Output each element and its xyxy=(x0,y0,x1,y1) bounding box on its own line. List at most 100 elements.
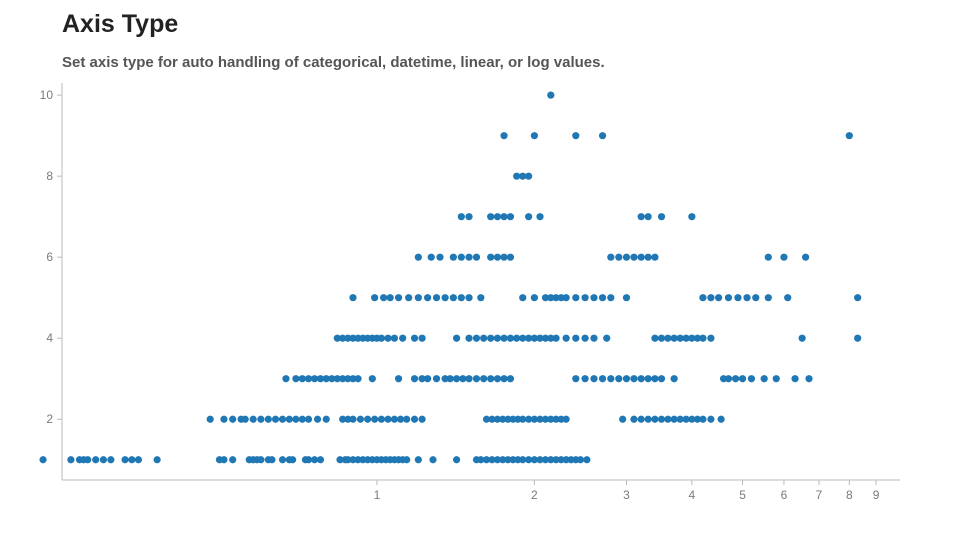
data-point xyxy=(457,294,465,302)
data-point xyxy=(322,415,330,423)
data-point xyxy=(581,334,589,342)
data-point xyxy=(384,415,392,423)
data-point xyxy=(805,375,813,383)
data-point xyxy=(289,456,297,464)
data-point xyxy=(557,456,565,464)
data-point xyxy=(268,456,276,464)
data-point xyxy=(487,253,495,261)
data-point xyxy=(607,294,615,302)
data-point xyxy=(410,375,419,383)
data-point xyxy=(547,294,555,302)
data-point xyxy=(354,375,362,383)
data-point xyxy=(414,294,422,302)
data-point xyxy=(500,132,508,140)
x-tick-label: 9 xyxy=(873,488,880,502)
data-point xyxy=(572,334,580,342)
data-point xyxy=(699,294,707,302)
data-point xyxy=(99,456,108,464)
data-point xyxy=(707,294,715,302)
data-point xyxy=(572,375,580,383)
data-point xyxy=(121,456,129,464)
data-point xyxy=(371,294,379,302)
data-point xyxy=(500,375,508,383)
data-point xyxy=(292,375,300,383)
data-point xyxy=(500,213,508,221)
data-point xyxy=(390,334,399,342)
data-point xyxy=(465,334,473,342)
data-point xyxy=(590,334,598,342)
x-tick-label: 8 xyxy=(846,488,853,502)
data-point xyxy=(394,294,403,302)
data-point xyxy=(368,375,376,383)
data-point xyxy=(715,294,723,302)
x-tick-label: 4 xyxy=(689,488,696,502)
data-point xyxy=(304,375,313,383)
data-point xyxy=(670,334,678,342)
data-point xyxy=(271,415,280,423)
data-point xyxy=(519,294,527,302)
data-point xyxy=(328,375,336,383)
data-point xyxy=(670,415,678,423)
x-tick-label: 7 xyxy=(816,488,823,502)
data-point xyxy=(92,456,100,464)
data-point xyxy=(664,334,672,342)
x-tick-label: 1 xyxy=(374,488,381,502)
page-subtitle: Set axis type for auto handling of categ… xyxy=(62,54,605,71)
data-point xyxy=(399,334,407,342)
x-tick-label: 5 xyxy=(739,488,746,502)
data-point xyxy=(229,456,237,464)
data-point xyxy=(630,415,638,423)
data-point xyxy=(657,334,666,342)
data-point xyxy=(854,334,862,342)
data-point xyxy=(427,253,435,261)
data-point xyxy=(513,334,521,342)
data-point xyxy=(615,253,623,261)
data-point xyxy=(333,375,341,383)
data-point xyxy=(664,415,672,423)
data-point xyxy=(764,294,772,302)
data-point xyxy=(153,456,161,464)
data-point xyxy=(452,334,461,342)
data-point xyxy=(519,172,527,180)
data-point xyxy=(670,375,678,383)
data-point xyxy=(552,456,560,464)
data-point xyxy=(536,213,544,221)
data-point xyxy=(707,415,715,423)
data-point xyxy=(644,213,652,221)
data-point xyxy=(752,294,760,302)
data-point xyxy=(349,375,357,383)
data-point xyxy=(603,334,611,342)
data-point xyxy=(339,415,347,423)
data-point xyxy=(784,294,792,302)
data-point xyxy=(519,415,527,423)
data-point xyxy=(349,334,357,342)
data-point xyxy=(525,213,533,221)
data-point xyxy=(525,415,533,423)
data-point xyxy=(449,253,457,261)
data-point xyxy=(264,415,272,423)
data-point xyxy=(339,334,347,342)
data-point xyxy=(390,415,399,423)
data-point xyxy=(693,334,702,342)
data-point xyxy=(530,334,538,342)
data-point xyxy=(344,334,352,342)
data-point xyxy=(356,415,365,423)
data-point xyxy=(482,456,491,464)
data-point xyxy=(206,415,214,423)
data-point xyxy=(432,375,441,383)
data-point xyxy=(699,415,707,423)
data-point xyxy=(333,334,341,342)
data-point xyxy=(418,334,426,342)
data-point xyxy=(724,294,733,302)
data-point xyxy=(615,375,623,383)
data-point xyxy=(349,415,357,423)
data-point xyxy=(693,415,702,423)
data-point xyxy=(525,334,533,342)
data-points xyxy=(39,91,862,464)
y-tick-label: 10 xyxy=(40,88,54,102)
data-point xyxy=(436,253,444,261)
data-point xyxy=(657,415,666,423)
data-point xyxy=(410,415,419,423)
data-point xyxy=(802,253,810,261)
